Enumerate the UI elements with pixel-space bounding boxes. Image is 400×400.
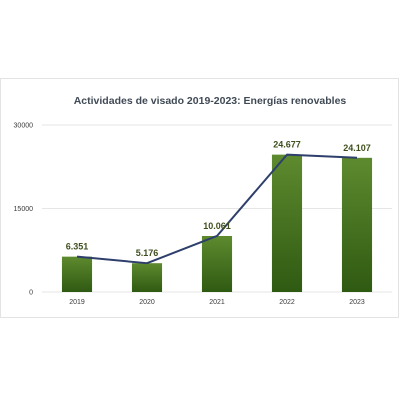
chart-title: Actividades de visado 2019-2023: Energía… bbox=[74, 95, 347, 107]
x-tick-label-2023: 2023 bbox=[349, 299, 365, 306]
y-tick-label: 15000 bbox=[14, 206, 34, 213]
x-tick-label-2021: 2021 bbox=[209, 299, 225, 306]
y-tick-label: 30000 bbox=[14, 123, 34, 130]
data-label-2021: 10.061 bbox=[203, 221, 231, 231]
data-label-2022: 24.677 bbox=[273, 140, 301, 150]
bar-2023 bbox=[341, 157, 373, 292]
x-tick-label-2020: 2020 bbox=[139, 299, 155, 306]
data-label-2019: 6.351 bbox=[66, 242, 89, 252]
data-label-2020: 5.176 bbox=[136, 248, 159, 258]
bar-2022 bbox=[271, 154, 303, 292]
bar-2021 bbox=[201, 235, 233, 292]
x-tick-label-2022: 2022 bbox=[279, 299, 295, 306]
bar-2020 bbox=[131, 263, 163, 292]
y-tick-label: 0 bbox=[29, 290, 33, 297]
bar-2019 bbox=[61, 256, 93, 292]
data-label-2023: 24.107 bbox=[343, 143, 371, 153]
x-tick-label-2019: 2019 bbox=[69, 299, 85, 306]
trend-line bbox=[76, 153, 358, 265]
